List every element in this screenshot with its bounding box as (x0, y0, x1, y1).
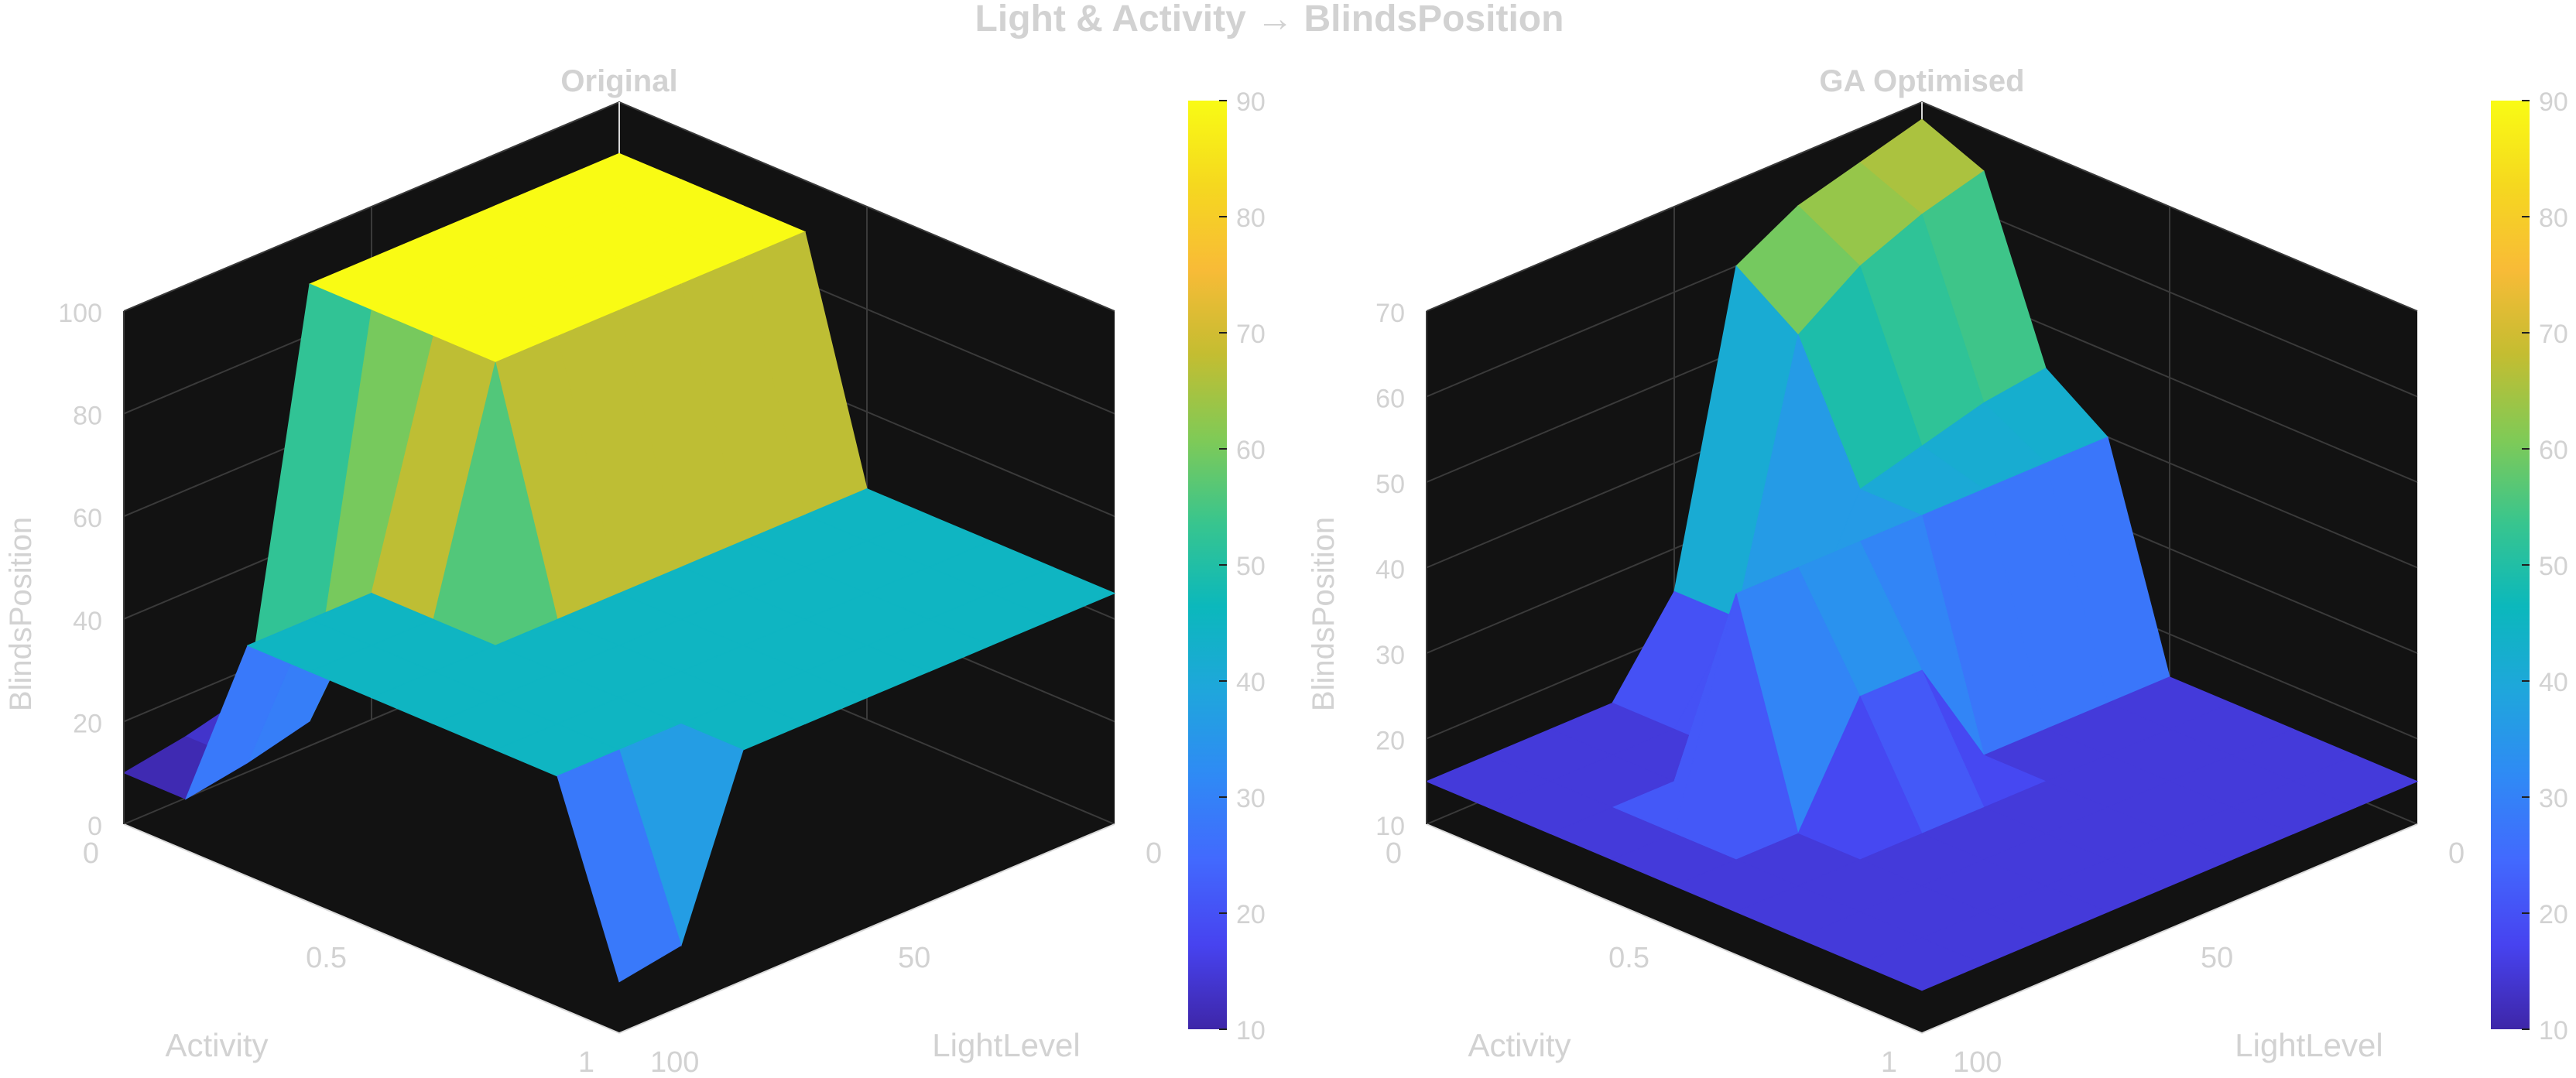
z-axis-label: BlindsPosition (4, 517, 38, 711)
colorbar-tick-label: 70 (2539, 320, 2568, 349)
colorbar-tick-label: 80 (1236, 204, 1266, 233)
colorbar-tick-label: 20 (2539, 900, 2568, 929)
z-tick-label: 80 (73, 402, 102, 431)
z-tick-label: 30 (1375, 641, 1405, 670)
colorbar-tick-label: 60 (1236, 436, 1266, 465)
z-tick-label: 70 (1375, 299, 1405, 328)
chart-title: GA Optimised (1819, 64, 2024, 98)
colorbar-tick-label: 90 (2539, 87, 2568, 117)
y-tick-label: 50 (898, 942, 930, 974)
figure-title: Light & Activity → BlindsPosition (975, 0, 1564, 39)
colorbar-tick-label: 40 (2539, 668, 2568, 697)
colorbar-tick-label: 40 (1236, 668, 1266, 697)
x-tick-label: 0.5 (1608, 942, 1649, 974)
y-tick-label: 0 (2448, 837, 2465, 870)
colorbar-tick-label: 80 (2539, 204, 2568, 233)
z-axis-label: BlindsPosition (1307, 517, 1341, 711)
x-axis-label: Activity (165, 1027, 268, 1063)
chart-1: Original020406080100BlindsPosition00.510… (4, 64, 1266, 1078)
surface-patch (1858, 937, 1985, 991)
y-tick-label: 0 (1146, 837, 1162, 870)
colorbar-tick-label: 50 (2539, 552, 2568, 581)
y-axis-label: LightLevel (932, 1027, 1080, 1063)
y-tick-label: 100 (650, 1046, 699, 1074)
y-axis-line (618, 823, 1115, 1034)
x-tick-label: 0.5 (306, 942, 347, 974)
z-tick-label: 50 (1375, 470, 1405, 499)
chart-2: GA Optimised10203040506070BlindsPosition… (1307, 64, 2568, 1078)
x-tick-label: 1 (1881, 1046, 1897, 1074)
x-axis-label: Activity (1468, 1027, 1571, 1063)
colorbar-tick-label: 70 (1236, 320, 1266, 349)
y-tick-label: 100 (1953, 1046, 2002, 1074)
z-tick-label: 0 (87, 812, 102, 841)
z-tick-label: 20 (73, 709, 102, 738)
x-axis-line (1426, 823, 1923, 1034)
y-axis-label: LightLevel (2235, 1027, 2382, 1063)
colorbar-tick-label: 10 (2539, 1016, 2568, 1045)
y-axis-line (1921, 823, 2418, 1034)
colorbar-tick-label: 30 (2539, 784, 2568, 813)
z-tick-label: 60 (1375, 385, 1405, 414)
z-tick-label: 40 (73, 607, 102, 636)
z-tick-label: 40 (1375, 556, 1405, 585)
z-tick-label: 100 (58, 299, 102, 328)
x-tick-label: 0 (83, 837, 99, 870)
x-axis-line (123, 823, 620, 1034)
colorbar-tick-label: 20 (1236, 900, 1266, 929)
colorbar-tick-label: 30 (1236, 784, 1266, 813)
y-tick-label: 50 (2201, 942, 2233, 974)
z-tick-label: 10 (1375, 812, 1405, 841)
colorbar-tick-label: 10 (1236, 1016, 1266, 1045)
colorbar-tick-label: 60 (2539, 436, 2568, 465)
chart-title: Original (560, 64, 677, 98)
surface-patch (557, 749, 682, 983)
z-tick-label: 20 (1375, 727, 1405, 756)
x-tick-label: 0 (1386, 837, 1402, 870)
x-tick-label: 1 (578, 1046, 594, 1074)
z-tick-label: 60 (73, 504, 102, 533)
colorbar-tick-label: 50 (1236, 552, 1266, 581)
colorbar-tick-label: 90 (1236, 87, 1266, 117)
